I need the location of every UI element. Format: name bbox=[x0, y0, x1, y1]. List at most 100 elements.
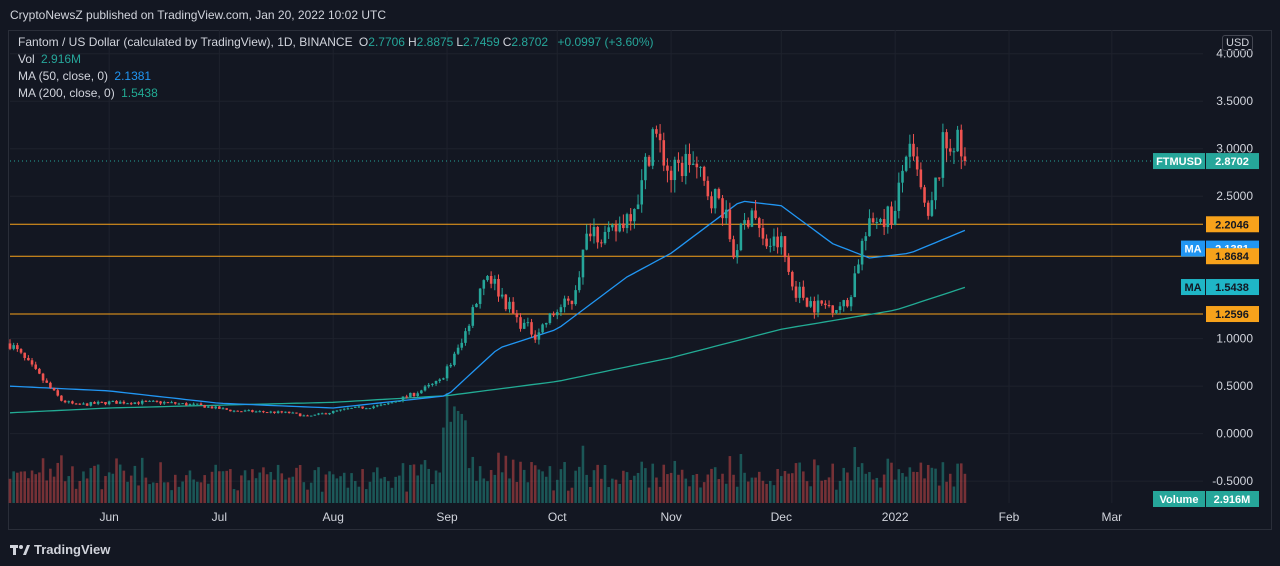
candle-body-229 bbox=[849, 297, 853, 307]
candle-body-121 bbox=[453, 353, 456, 365]
volume-bar-185 bbox=[688, 486, 691, 503]
volume-bar-216 bbox=[802, 471, 805, 503]
candle-body-60 bbox=[229, 409, 232, 412]
volume-bar-260 bbox=[963, 473, 967, 503]
volume-bar-25 bbox=[100, 489, 104, 503]
time-axis[interactable]: Jun Jul Aug Sep Oct Nov Dec 2022 Feb Mar bbox=[99, 510, 1122, 524]
volume-bar-131 bbox=[489, 469, 493, 503]
candle-body-164 bbox=[611, 224, 614, 228]
candle-body-56 bbox=[214, 406, 217, 409]
x-tick-label-6: Dec bbox=[771, 510, 792, 524]
candle-body-94 bbox=[353, 406, 357, 408]
volume-bar-92 bbox=[346, 487, 350, 503]
volume-bar-119 bbox=[445, 393, 449, 503]
volume-bar-112 bbox=[420, 464, 423, 503]
volume-bar-41 bbox=[159, 462, 162, 503]
volume-bar-188 bbox=[699, 487, 702, 503]
candle-body-138 bbox=[515, 313, 519, 318]
candle-body-19 bbox=[78, 403, 82, 405]
candle-body-237 bbox=[879, 219, 882, 222]
candle-body-165 bbox=[614, 224, 618, 232]
candle-body-29 bbox=[115, 400, 118, 404]
candle-body-6 bbox=[30, 360, 34, 365]
candle-body-46 bbox=[177, 403, 181, 405]
volume-bar-13 bbox=[56, 462, 60, 503]
candle-body-227 bbox=[842, 300, 846, 307]
badge-volume-value-box bbox=[1206, 491, 1259, 507]
ohlc-value-c: 2.8702 bbox=[511, 35, 549, 49]
candle-body-83 bbox=[313, 414, 317, 416]
volume-bar-154 bbox=[574, 470, 577, 503]
volume-bar-250 bbox=[926, 464, 930, 503]
candle-body-16 bbox=[67, 401, 71, 403]
volume-bar-180 bbox=[669, 472, 673, 503]
candle-body-123 bbox=[460, 342, 464, 348]
candle-body-24 bbox=[96, 401, 100, 404]
legend-symbol-row: Fantom / US Dollar (calculated by Tradin… bbox=[18, 35, 657, 49]
volume-bar-12 bbox=[52, 476, 56, 503]
candle-body-150 bbox=[559, 307, 563, 313]
volume-bar-54 bbox=[207, 483, 210, 503]
volume-bar-206 bbox=[765, 483, 768, 503]
currency-button[interactable]: USD bbox=[1222, 35, 1254, 51]
tradingview-brand[interactable]: TradingView bbox=[10, 542, 110, 557]
volume-bar-66 bbox=[251, 469, 254, 503]
badge-ma50-name: MA bbox=[1184, 244, 1201, 256]
price-chart[interactable]: 4.00003.50003.00002.50001.00000.50000.00… bbox=[0, 30, 1280, 530]
candle-body-177 bbox=[658, 133, 662, 141]
candle-body-44 bbox=[170, 402, 173, 404]
candle-body-141 bbox=[526, 322, 530, 324]
candle-body-12 bbox=[52, 387, 56, 391]
volume-bar-62 bbox=[236, 490, 240, 503]
price-axis[interactable]: 4.00003.50003.00002.50001.00000.50000.00… bbox=[1212, 47, 1253, 488]
candle-body-98 bbox=[368, 408, 372, 410]
candle-body-183 bbox=[680, 162, 684, 177]
candle-body-168 bbox=[625, 214, 629, 229]
candle-body-18 bbox=[74, 403, 78, 405]
candle-body-203 bbox=[754, 210, 757, 219]
volume-bar-27 bbox=[107, 472, 111, 503]
badge-ma50-name-box bbox=[1181, 240, 1205, 257]
volume-bar-79 bbox=[298, 465, 302, 503]
candle-body-209 bbox=[776, 236, 779, 248]
candle-body-241 bbox=[893, 210, 897, 225]
candle-body-192 bbox=[713, 189, 717, 209]
volume-bar-186 bbox=[691, 475, 695, 503]
volume-bar-148 bbox=[552, 490, 555, 503]
volume-bar-95 bbox=[357, 486, 361, 503]
volume-bar-44 bbox=[170, 490, 173, 503]
volume-bar-240 bbox=[890, 462, 893, 503]
volume-bar-229 bbox=[849, 480, 853, 503]
volume-bar-73 bbox=[276, 464, 280, 503]
candle-body-226 bbox=[838, 306, 842, 311]
volume-bar-107 bbox=[401, 463, 405, 503]
badge-level-0-value-box bbox=[1206, 216, 1259, 233]
volume-bar-237 bbox=[879, 487, 882, 503]
legend-ma200-row: MA (200, close, 0) 1.5438 bbox=[18, 86, 161, 100]
candle-body-50 bbox=[192, 403, 195, 405]
volume-bar-177 bbox=[658, 486, 662, 503]
volume-bar-24 bbox=[96, 464, 100, 503]
candle-body-48 bbox=[185, 403, 188, 406]
candle-body-127 bbox=[475, 303, 478, 308]
volume-bar-77 bbox=[291, 476, 295, 503]
volume-bar-149 bbox=[555, 479, 559, 503]
candle-body-162 bbox=[603, 231, 607, 244]
volume-bar-232 bbox=[860, 463, 864, 503]
volume-bar-189 bbox=[702, 482, 706, 503]
ohlc-values: O2.7706 H2.8875 L2.7459 C2.8702 bbox=[359, 35, 551, 49]
badge-level-1-value: 1.8684 bbox=[1215, 251, 1250, 263]
volume-bar-139 bbox=[519, 461, 522, 503]
volume-bar-40 bbox=[155, 482, 159, 503]
candle-body-187 bbox=[695, 163, 699, 168]
volume-bar-145 bbox=[541, 471, 544, 503]
x-tick-label-1: Jul bbox=[212, 510, 227, 524]
candle-body-5 bbox=[27, 357, 30, 361]
candle-body-23 bbox=[93, 402, 96, 404]
top-bar: CryptoNewsZ published on TradingView.com… bbox=[0, 0, 1280, 30]
candle-body-63 bbox=[240, 411, 243, 413]
candle-body-17 bbox=[71, 401, 74, 404]
volume-bar-242 bbox=[897, 469, 901, 503]
candle-body-188 bbox=[699, 166, 702, 168]
volume-bar-255 bbox=[945, 481, 948, 503]
